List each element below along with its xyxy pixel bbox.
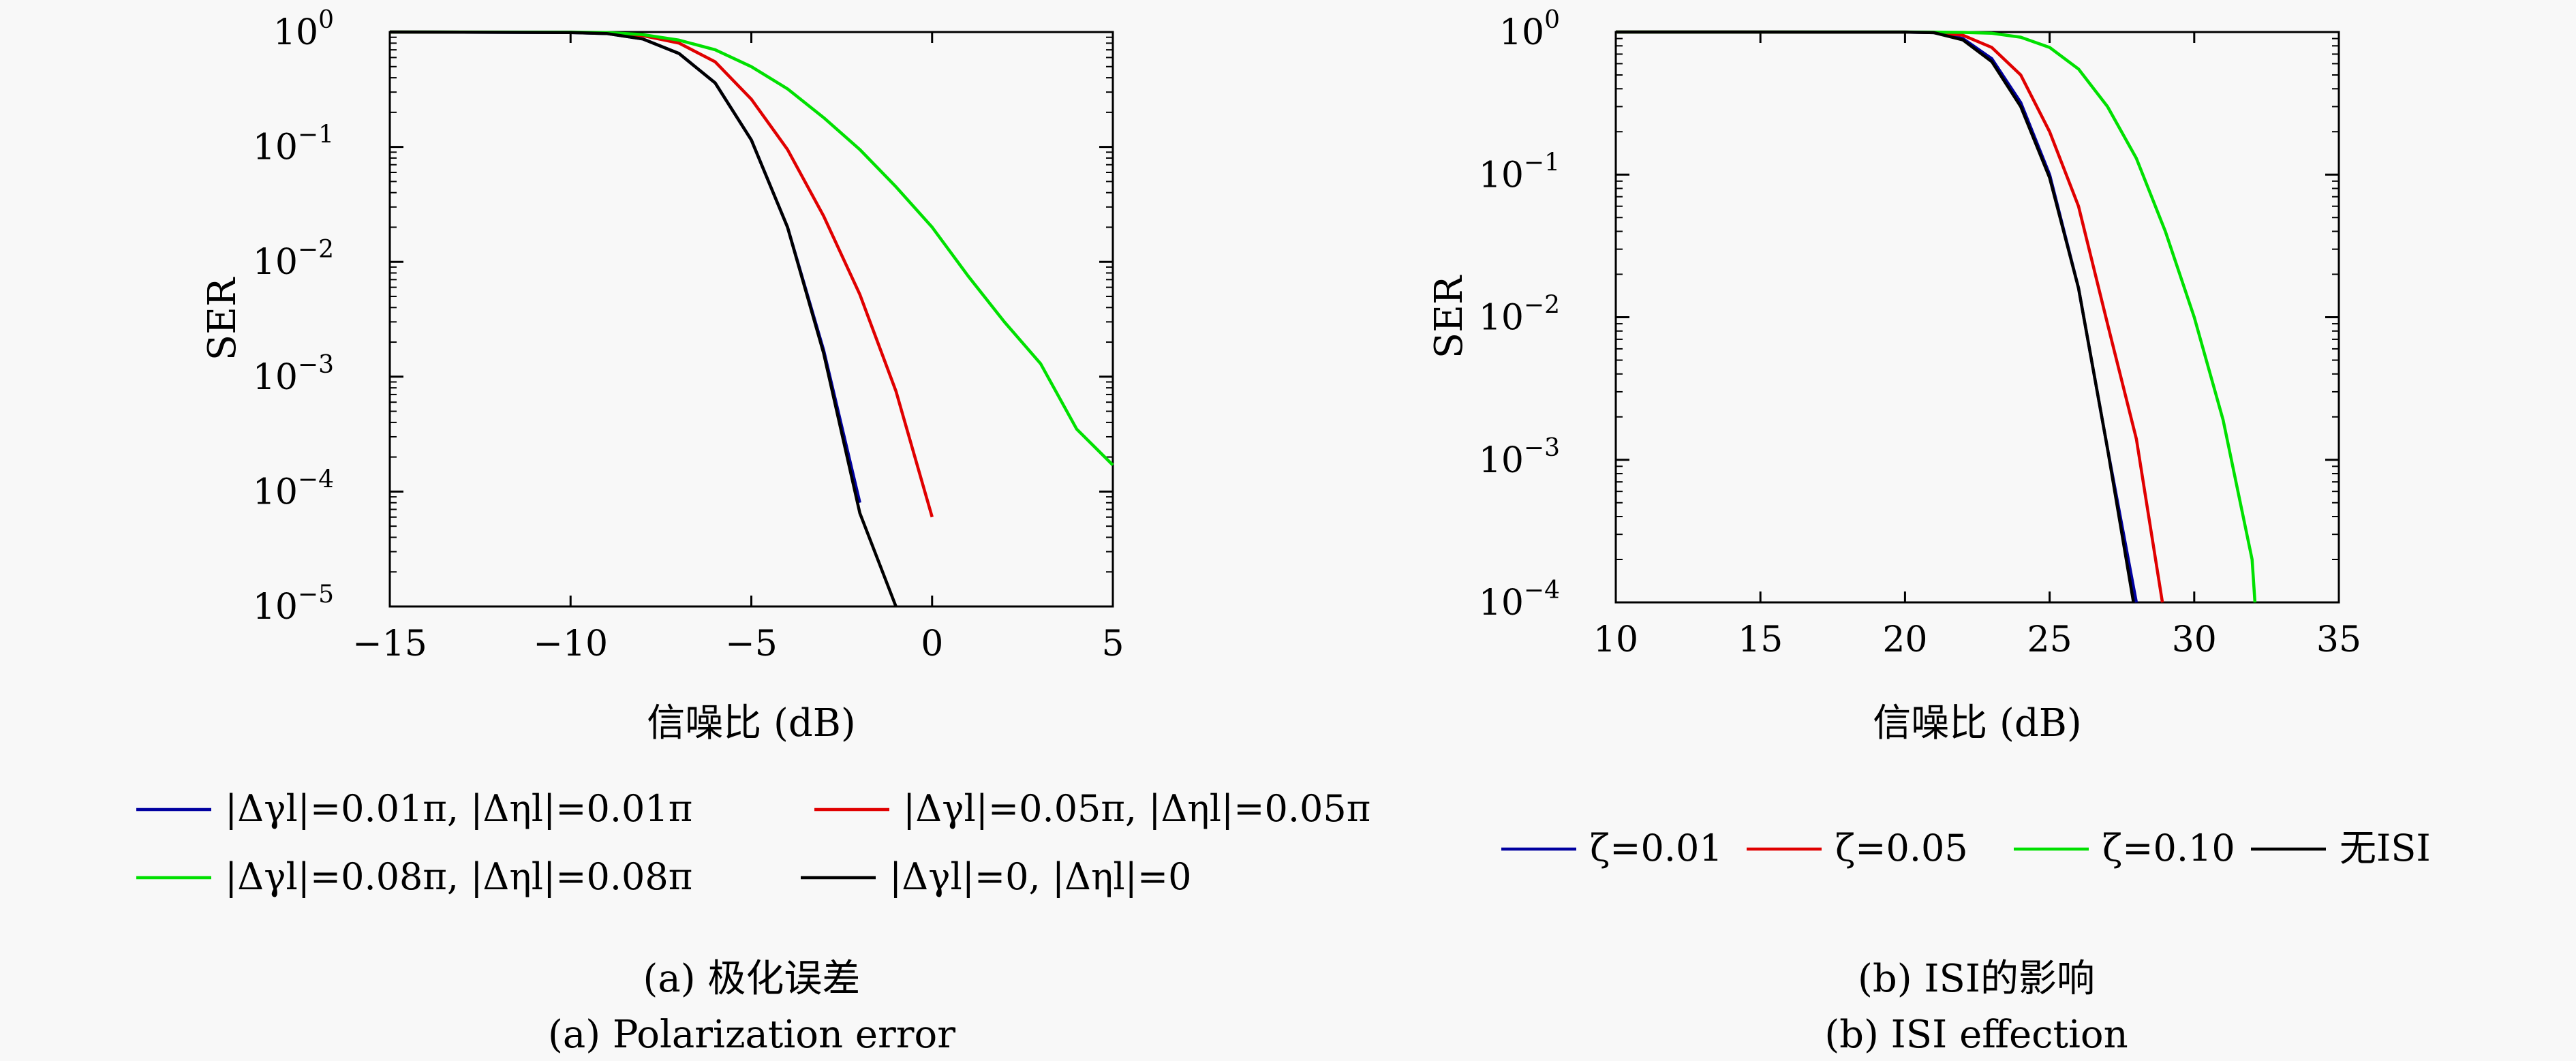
y-axis-label: SER — [1427, 275, 1471, 358]
y-tick-base: 10 — [253, 127, 298, 168]
y-tick-label: 10−4 — [253, 465, 334, 512]
x-tick-label: 25 — [2027, 619, 2072, 660]
y-tick-label: 100 — [1499, 6, 1560, 53]
legend-label: |Δγl|=0.08π, |Δηl|=0.08π — [225, 855, 692, 898]
y-tick-exponent: −2 — [298, 236, 334, 264]
y-tick-exponent: −3 — [1524, 434, 1560, 462]
caption-en: (a) Polarization error — [548, 1013, 955, 1057]
y-tick-label: 10−4 — [1479, 576, 1560, 624]
plot-frame — [388, 31, 1114, 608]
y-tick-base: 10 — [1479, 440, 1524, 481]
caption-cn: (b) ISI的影响 — [1858, 957, 2095, 1001]
y-tick-base: 10 — [253, 242, 298, 283]
y-tick-exponent: −2 — [1524, 292, 1560, 320]
x-axis-label: 信噪比 (dB) — [1873, 701, 2082, 745]
y-tick-base: 10 — [273, 12, 318, 53]
y-tick-exponent: 0 — [318, 6, 334, 34]
y-tick-exponent: −1 — [1524, 149, 1560, 176]
y-tick-label: 10−3 — [1479, 434, 1560, 481]
series-line-2 — [1616, 30, 2257, 603]
y-tick-base: 10 — [253, 587, 298, 628]
y-tick-exponent: −4 — [1524, 576, 1560, 604]
y-tick-label: 10−3 — [253, 351, 334, 398]
x-tick-label: 15 — [1738, 619, 1783, 660]
y-tick-base: 10 — [1479, 155, 1524, 196]
caption-cn: (a) 极化误差 — [643, 957, 861, 1001]
x-tick-label: 5 — [1101, 624, 1124, 664]
series-line-3 — [1615, 30, 2135, 603]
y-tick-exponent: −3 — [298, 351, 334, 379]
y-tick-exponent: −4 — [298, 465, 334, 493]
x-tick-label: −15 — [352, 624, 427, 664]
y-tick-base: 10 — [1479, 583, 1524, 624]
legend-label: |Δγl|=0.05π, |Δηl|=0.05π — [903, 787, 1370, 830]
y-tick-base: 10 — [1479, 298, 1524, 339]
x-axis-label: 信噪比 (dB) — [647, 701, 856, 745]
y-tick-label: 10−2 — [1479, 292, 1560, 339]
x-tick-label: 35 — [2316, 619, 2361, 660]
y-tick-label: 10−1 — [253, 121, 334, 168]
x-tick-label: 10 — [1593, 619, 1638, 660]
x-tick-label: 30 — [2172, 619, 2217, 660]
y-tick-base: 10 — [253, 472, 298, 512]
legend-label: |Δγl|=0, |Δηl|=0 — [889, 855, 1191, 898]
series-line-2 — [389, 30, 1114, 467]
plot-frame — [1614, 31, 2340, 604]
x-tick-label: 20 — [1882, 619, 1927, 660]
y-tick-base: 10 — [1499, 12, 1544, 53]
y-axis-label: SER — [200, 277, 245, 360]
legend-label: ζ=0.10 — [2102, 827, 2235, 870]
y-tick-exponent: −1 — [298, 121, 334, 149]
x-tick-label: 0 — [921, 624, 943, 664]
y-tick-label: 10−5 — [253, 581, 334, 628]
legend-label: 无ISI — [2340, 827, 2431, 870]
y-tick-base: 10 — [253, 357, 298, 398]
y-tick-label: 10−2 — [253, 236, 334, 283]
legend-label: ζ=0.05 — [1835, 827, 1968, 870]
legend-label: ζ=0.01 — [1590, 827, 1723, 870]
x-tick-label: −5 — [725, 624, 778, 664]
legend-label: |Δγl|=0.01π, |Δηl|=0.01π — [225, 787, 692, 830]
y-tick-label: 100 — [273, 6, 334, 53]
y-tick-exponent: −5 — [298, 581, 334, 609]
y-tick-label: 10−1 — [1479, 149, 1560, 196]
x-tick-label: −10 — [533, 624, 608, 664]
caption-en: (b) ISI effection — [1824, 1013, 2128, 1057]
series-line-3 — [389, 30, 898, 607]
y-tick-exponent: 0 — [1544, 6, 1560, 34]
